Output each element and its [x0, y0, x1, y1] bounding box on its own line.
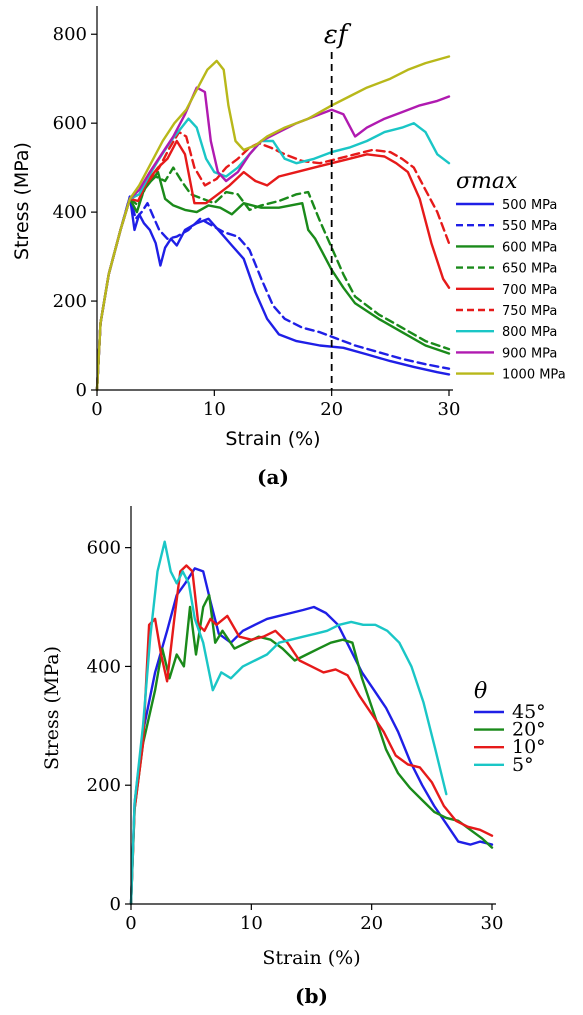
panel-a-series [95, 55, 451, 392]
legend-label: 500 MPa [502, 198, 557, 213]
panel-b-series [129, 540, 494, 906]
x-tick-label: 10 [203, 399, 226, 420]
panel-a-legend: σmax 500 MPa 550 MPa 600 MPa 650 MPa 700 MPa 7… [456, 169, 566, 383]
panel-a-ticks: 0 10 20 30 0 200 400 600 800 [53, 24, 461, 420]
y-tick-label: 400 [53, 202, 87, 223]
series-line [95, 130, 451, 392]
legend-label: 20° [512, 719, 546, 741]
x-tick-label: 10 [240, 913, 263, 934]
panel-a: 0 10 20 30 0 200 400 600 800 εf Strain (%) Stres… [11, 6, 566, 489]
x-tick-label: 30 [438, 399, 461, 420]
x-tick-label: 0 [91, 399, 102, 420]
panel-b-caption: (b) [295, 984, 328, 1008]
y-tick-label: 600 [87, 538, 121, 559]
legend-label: 10° [512, 736, 546, 758]
series-line [129, 540, 448, 906]
panel-b: 0 10 20 30 0 200 400 600 Strain (%) Stress (MPa… [41, 506, 546, 1008]
series-line [95, 195, 451, 392]
legend-title: σmax [456, 169, 518, 194]
legend-label: 650 MPa [502, 262, 557, 277]
series-line [95, 86, 451, 392]
y-tick-label: 200 [87, 775, 121, 796]
legend-label: 900 MPa [502, 346, 557, 361]
panel-b-ticks: 0 10 20 30 0 200 400 600 [87, 538, 504, 934]
legend-label: 45° [512, 701, 546, 723]
panel-b-legend: θ 45°20°10°5° [474, 679, 546, 776]
series-line [129, 594, 494, 906]
series-line [95, 117, 451, 392]
legend-title: θ [474, 679, 487, 704]
y-tick-label: 800 [53, 24, 87, 45]
y-tick-label: 200 [53, 291, 87, 312]
panel-b-y-axis-label: Stress (MPa) [41, 646, 63, 770]
panel-a-x-axis-label: Strain (%) [225, 428, 320, 450]
legend-label: 800 MPa [502, 325, 557, 340]
panel-a-fracture-strain-label: εf [324, 20, 352, 50]
y-tick-label: 400 [87, 656, 121, 677]
panel-a-y-axis-label: Stress (MPa) [11, 142, 33, 260]
panel-b-x-axis-label: Strain (%) [262, 947, 360, 969]
x-tick-label: 0 [125, 913, 136, 934]
legend-label: 1000 MPa [502, 368, 566, 383]
legend-label: 700 MPa [502, 283, 557, 298]
series-line [95, 170, 451, 392]
series-line [129, 564, 494, 906]
legend-label: 750 MPa [502, 304, 557, 319]
y-tick-label: 0 [76, 380, 87, 401]
x-tick-label: 30 [481, 913, 504, 934]
series-line [95, 166, 451, 392]
legend-label: 550 MPa [502, 219, 557, 234]
x-tick-label: 20 [320, 399, 343, 420]
panel-a-caption: (a) [257, 465, 289, 489]
legend-label: 600 MPa [502, 240, 557, 255]
y-tick-label: 0 [110, 894, 121, 915]
series-line [95, 195, 451, 392]
y-tick-label: 600 [53, 113, 87, 134]
legend-label: 5° [512, 754, 534, 776]
x-tick-label: 20 [360, 913, 383, 934]
series-line [129, 567, 494, 906]
series-line [95, 139, 451, 392]
series-line [95, 55, 451, 392]
